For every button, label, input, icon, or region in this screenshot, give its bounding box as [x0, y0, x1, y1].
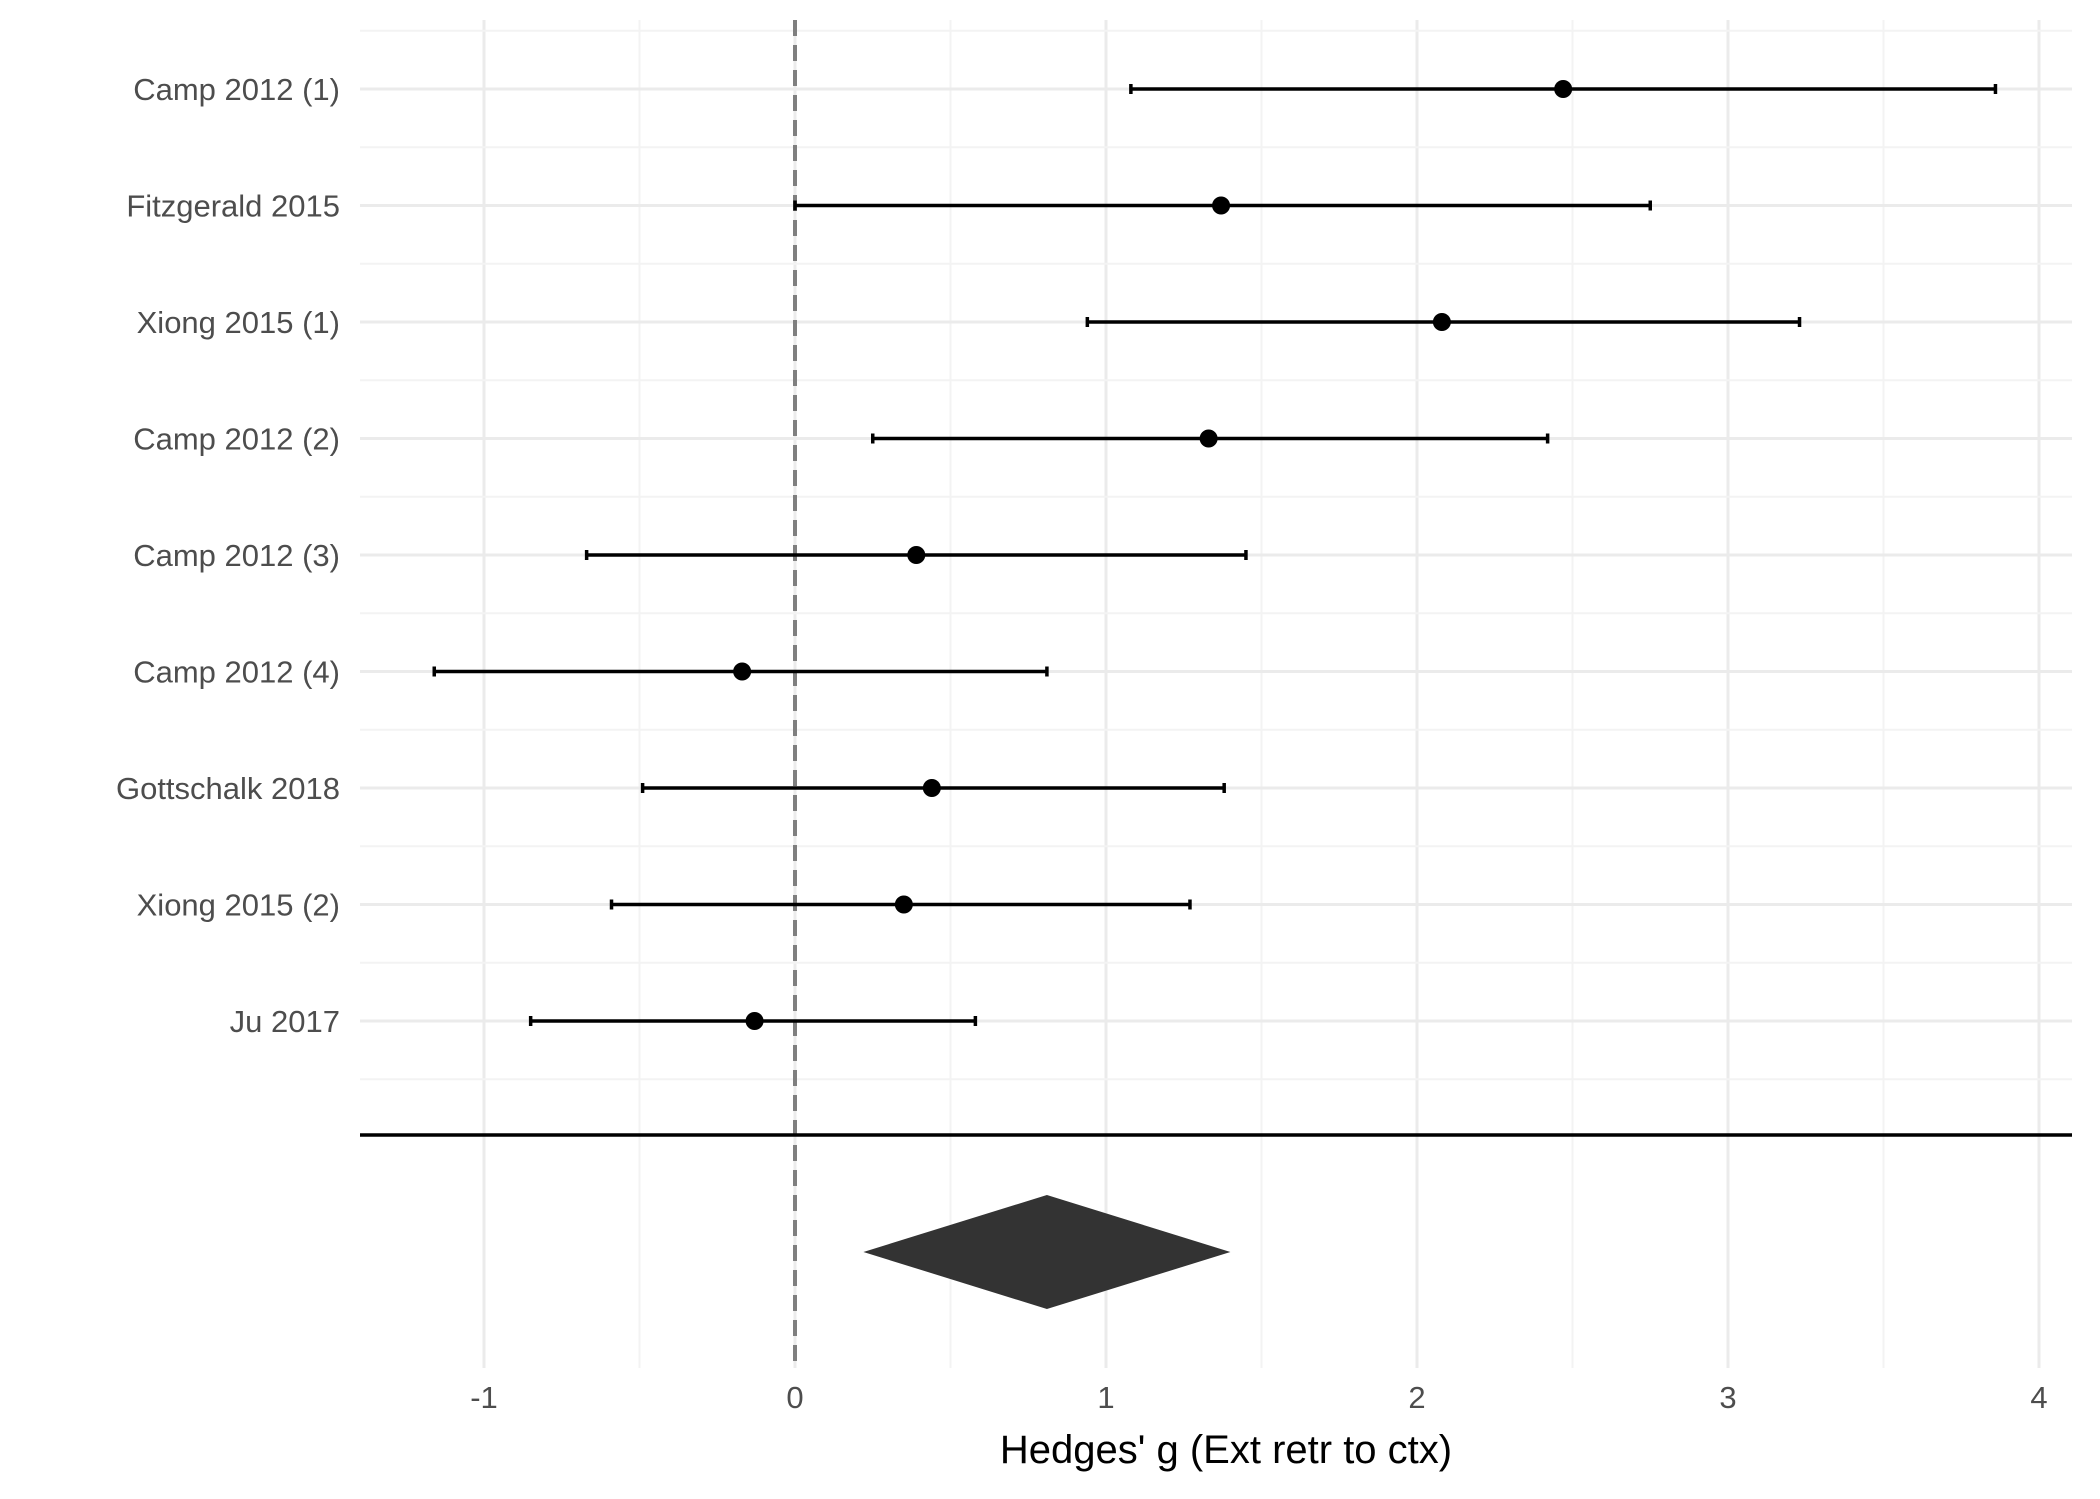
x-tick-label: -1: [470, 1380, 498, 1415]
study-label: Ju 2017: [230, 1004, 340, 1039]
x-tick-label: 1: [1097, 1380, 1114, 1415]
summary-diamond: [863, 1195, 1231, 1309]
point-estimate: [1199, 429, 1218, 448]
study-estimates: [432, 80, 1998, 1030]
x-tick-label: 4: [2030, 1380, 2047, 1415]
x-tick-label: 3: [1719, 1380, 1736, 1415]
point-estimate: [894, 895, 913, 914]
study-row: [609, 895, 1192, 914]
study-row: [528, 1012, 978, 1030]
point-estimate: [922, 779, 941, 797]
point-estimate: [1432, 313, 1451, 331]
point-estimate: [1212, 196, 1231, 215]
study-row: [432, 662, 1049, 681]
point-estimate: [1554, 80, 1573, 98]
point-estimate: [733, 662, 752, 681]
x-tick-label: 2: [1408, 1380, 1425, 1415]
study-label: Xiong 2015 (2): [137, 888, 340, 923]
study-label: Gottschalk 2018: [116, 771, 340, 806]
study-row: [640, 779, 1226, 797]
point-estimate: [907, 546, 926, 564]
study-row: [871, 429, 1550, 448]
study-row: [793, 196, 1652, 215]
x-axis-tick-labels: -1 0 1 2 3 4: [470, 1380, 2047, 1415]
study-label: Camp 2012 (4): [133, 655, 340, 690]
point-estimate: [745, 1012, 764, 1030]
study-labels: Camp 2012 (1) Fitzgerald 2015 Xiong 2015 (…: [116, 72, 340, 1039]
study-label: Camp 2012 (3): [133, 538, 340, 573]
study-label: Xiong 2015 (1): [137, 305, 340, 340]
study-row: [584, 546, 1248, 564]
x-axis-title: Hedges' g (Ext retr to ctx): [1000, 1428, 1452, 1472]
study-row: [1085, 313, 1802, 331]
x-tick-label: 0: [786, 1380, 803, 1415]
study-label: Camp 2012 (2): [133, 422, 340, 457]
study-label: Fitzgerald 2015: [126, 189, 340, 224]
study-label: Camp 2012 (1): [133, 72, 340, 107]
study-row: [1129, 80, 1998, 98]
grid-lines: [360, 20, 2072, 1368]
